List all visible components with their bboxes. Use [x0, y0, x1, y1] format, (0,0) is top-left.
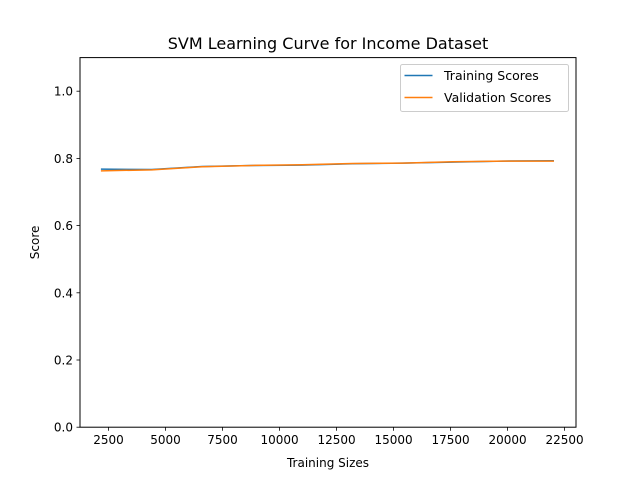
- x-tick-label: 5000: [150, 433, 181, 447]
- axes-frame: [79, 57, 577, 428]
- y-axis-label: Score: [28, 226, 42, 260]
- x-axis: 2500 5000 7500 10000 12500 15000 17500 20000 225…: [93, 427, 584, 447]
- y-tick-label: 0.0: [54, 421, 73, 435]
- legend: Training Scores Validation Scores: [400, 64, 569, 112]
- y-axis: 0.0 0.2 0.4 0.6 0.8 1.0: [54, 85, 80, 435]
- x-tick-label: 20000: [488, 433, 526, 447]
- x-tick-label: 12500: [317, 433, 355, 447]
- x-tick-label: 15000: [374, 433, 412, 447]
- legend-label: Validation Scores: [444, 90, 551, 105]
- series-line-validation: [100, 160, 554, 172]
- x-tick-label: 7500: [207, 433, 238, 447]
- y-tick-label: 1.0: [54, 85, 73, 99]
- y-tick-label: 0.2: [54, 354, 73, 368]
- x-axis-label: Training Sizes: [286, 456, 369, 470]
- series-lines: [100, 159, 554, 172]
- y-tick-label: 0.4: [54, 286, 73, 300]
- y-tick-label: 0.6: [54, 219, 73, 233]
- legend-frame: [400, 64, 569, 112]
- x-tick-label: 22500: [546, 433, 584, 447]
- x-tick-label: 2500: [93, 433, 124, 447]
- y-tick-label: 0.8: [54, 152, 73, 166]
- chart-title: SVM Learning Curve for Income Dataset: [168, 34, 489, 53]
- legend-label: Training Scores: [443, 68, 539, 83]
- x-tick-label: 17500: [431, 433, 469, 447]
- x-tick-label: 10000: [260, 433, 298, 447]
